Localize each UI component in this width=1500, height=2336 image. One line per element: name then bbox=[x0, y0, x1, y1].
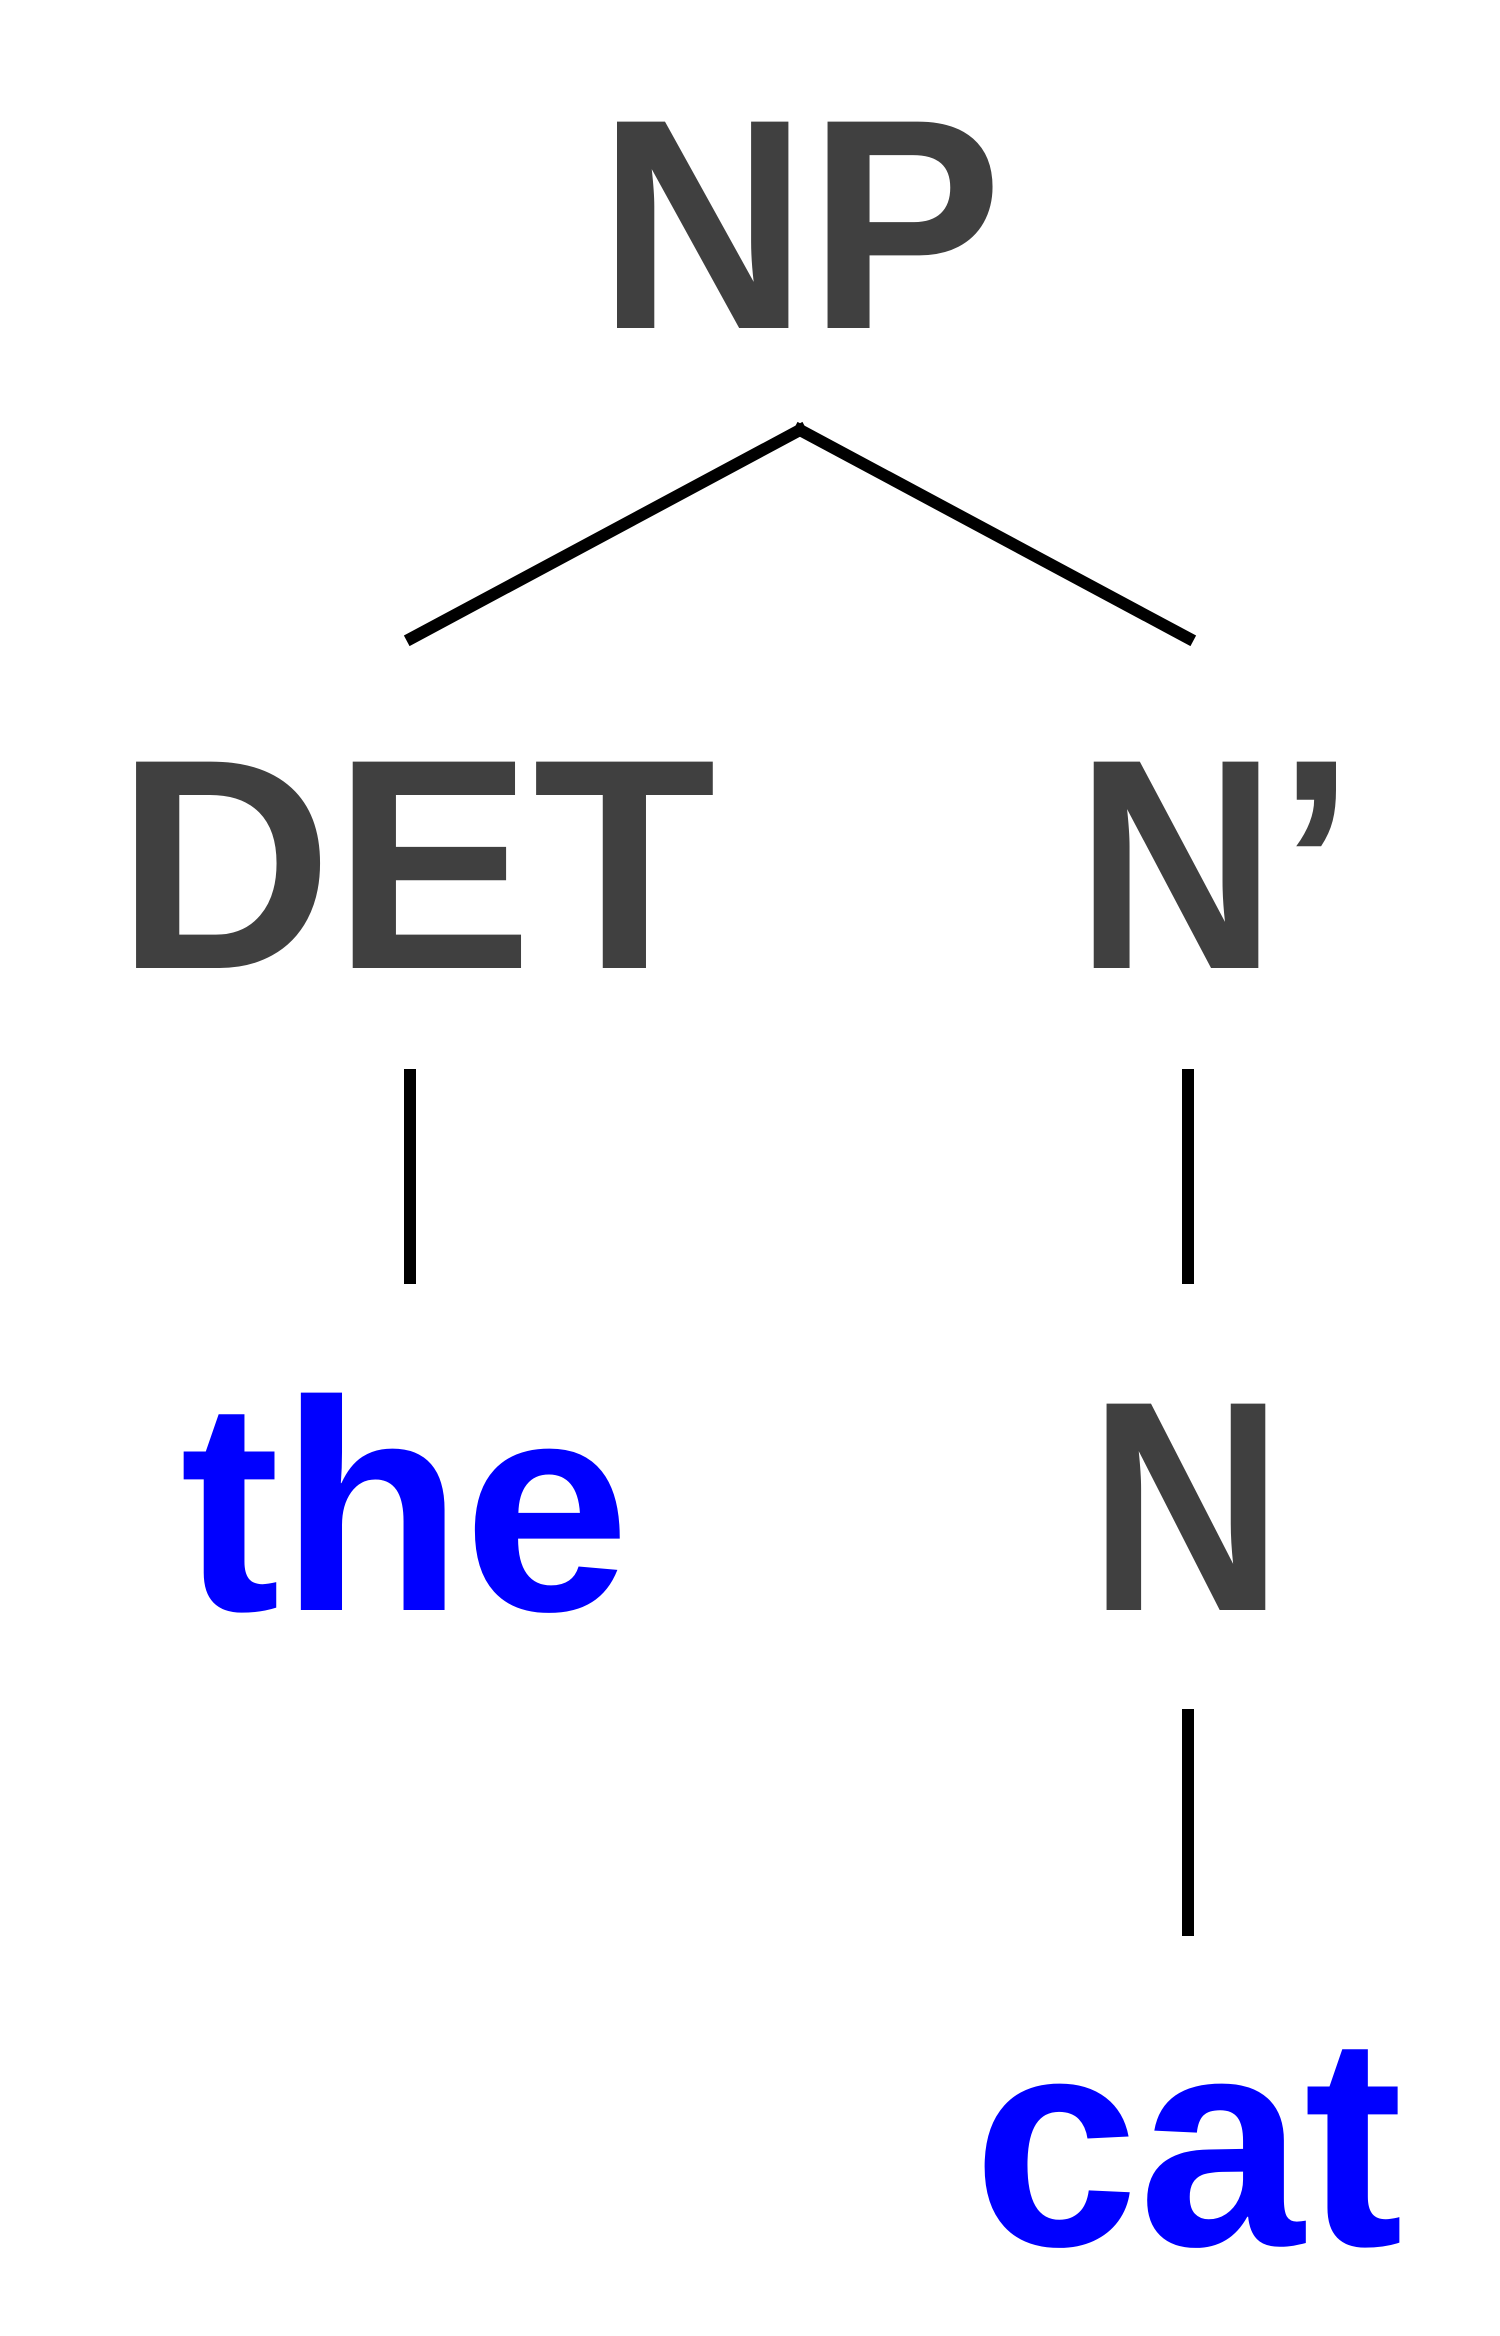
node-nbar: N’ bbox=[1075, 696, 1355, 1032]
node-np: NP bbox=[598, 56, 1003, 392]
node-det: DET bbox=[116, 696, 716, 1032]
word-the: the bbox=[180, 1338, 630, 1674]
branch-np-det bbox=[403, 421, 809, 647]
branch-np-nbar bbox=[791, 421, 1197, 647]
node-n: N bbox=[1089, 1338, 1284, 1674]
word-cat: cat bbox=[973, 1973, 1403, 2309]
